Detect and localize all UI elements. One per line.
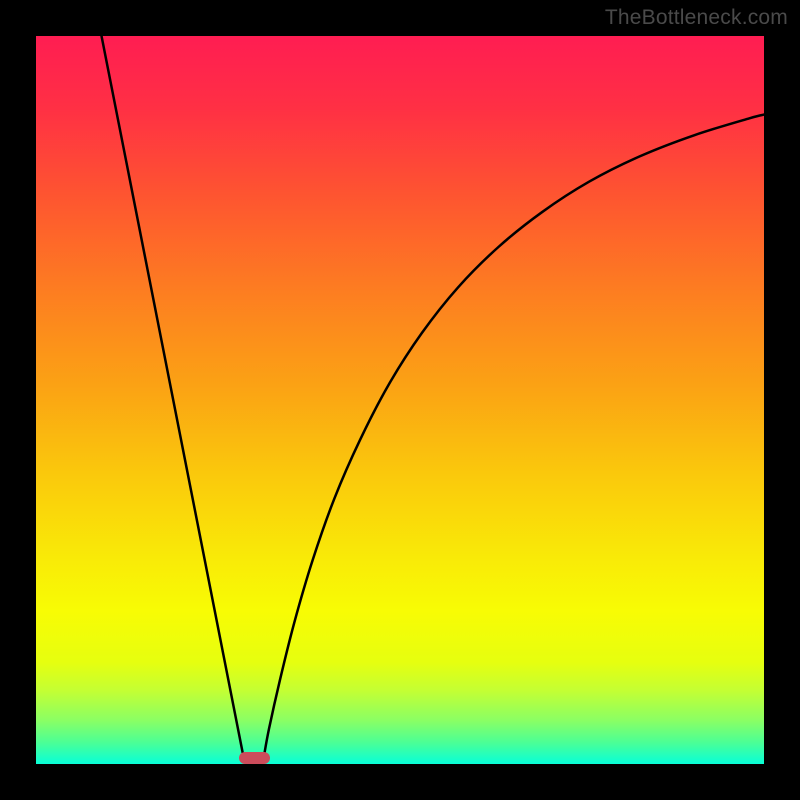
plot-area xyxy=(36,36,764,764)
min-marker xyxy=(239,752,270,764)
curve-layer xyxy=(36,36,764,764)
watermark-text: TheBottleneck.com xyxy=(605,6,788,30)
chart-container: TheBottleneck.com xyxy=(0,0,800,800)
